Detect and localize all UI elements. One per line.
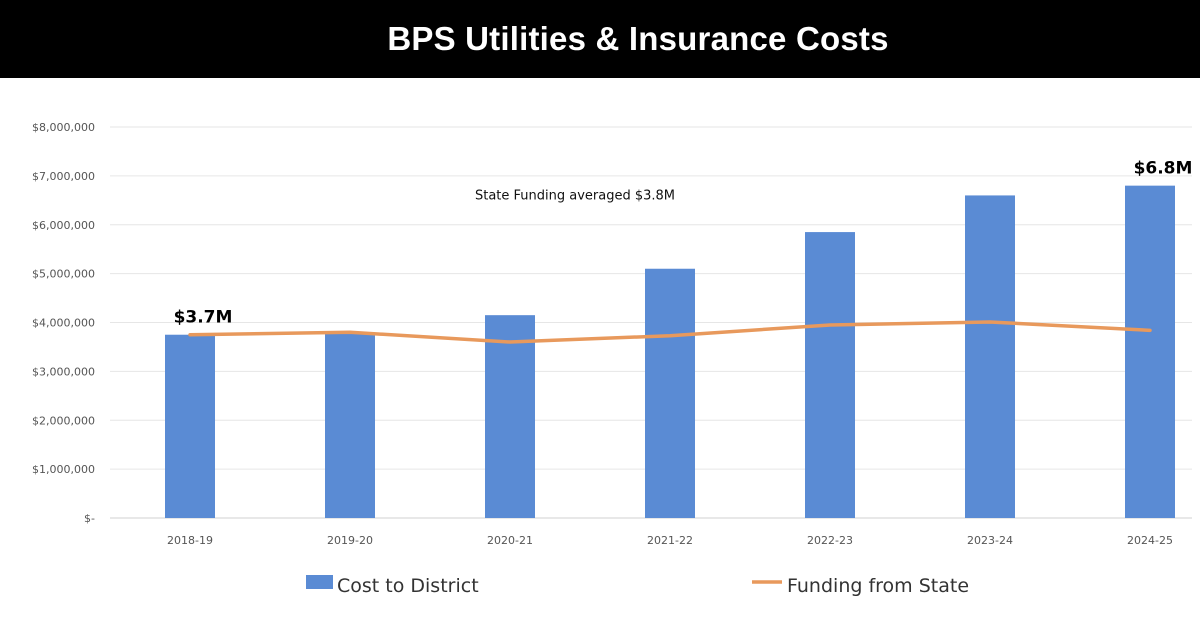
data-label: $6.8M bbox=[1134, 159, 1193, 179]
bar bbox=[325, 333, 375, 518]
y-tick-label: $5,000,000 bbox=[32, 268, 95, 281]
page-title: BPS Utilities & Insurance Costs bbox=[387, 20, 889, 57]
bar bbox=[165, 334, 215, 518]
data-labels: $3.7M $6.8M bbox=[174, 159, 1193, 328]
legend-swatch-bar bbox=[306, 575, 333, 589]
annotation-text: State Funding averaged $3.8M bbox=[475, 188, 675, 203]
funding-line bbox=[188, 320, 1152, 344]
x-tick-label: 2023-24 bbox=[967, 534, 1013, 547]
bar bbox=[645, 268, 695, 518]
x-tick-label: 2022-23 bbox=[807, 534, 853, 547]
annotations: State Funding averaged $3.8M bbox=[475, 188, 675, 203]
x-tick-label: 2018-19 bbox=[167, 534, 213, 547]
legend-label-bar: Cost to District bbox=[337, 575, 479, 597]
x-tick-label: 2019-20 bbox=[327, 534, 373, 547]
y-tick-label: $7,000,000 bbox=[32, 170, 95, 183]
y-tick-label: $1,000,000 bbox=[32, 463, 95, 476]
y-tick-label: $6,000,000 bbox=[32, 219, 95, 232]
chart: $- $1,000,000 $2,000,000 $3,000,000 $4,000,0… bbox=[32, 121, 1193, 597]
bar-series bbox=[165, 185, 1175, 519]
x-tick-label: 2020-21 bbox=[487, 534, 533, 547]
data-label: $3.7M bbox=[174, 308, 233, 328]
bar bbox=[485, 315, 535, 518]
y-axis-tick-labels: $- $1,000,000 $2,000,000 $3,000,000 $4,000,0… bbox=[32, 121, 95, 525]
bar bbox=[805, 232, 855, 519]
x-tick-label: 2024-25 bbox=[1127, 534, 1173, 547]
legend: Cost to District Funding from State bbox=[306, 575, 969, 597]
bar bbox=[1125, 185, 1175, 518]
y-tick-label: $3,000,000 bbox=[32, 365, 95, 378]
legend-label-line: Funding from State bbox=[787, 575, 969, 597]
x-tick-label: 2021-22 bbox=[647, 534, 693, 547]
y-tick-label: $8,000,000 bbox=[32, 121, 95, 134]
line-series bbox=[188, 320, 1152, 344]
y-tick-label: $2,000,000 bbox=[32, 414, 95, 427]
title-bar: BPS Utilities & Insurance Costs bbox=[0, 0, 1200, 78]
x-axis-tick-labels: 2018-19 2019-20 2020-21 2021-22 2022-23 2023-… bbox=[167, 534, 1173, 547]
bar bbox=[965, 195, 1015, 519]
y-tick-label: $- bbox=[84, 512, 95, 525]
y-tick-label: $4,000,000 bbox=[32, 317, 95, 330]
